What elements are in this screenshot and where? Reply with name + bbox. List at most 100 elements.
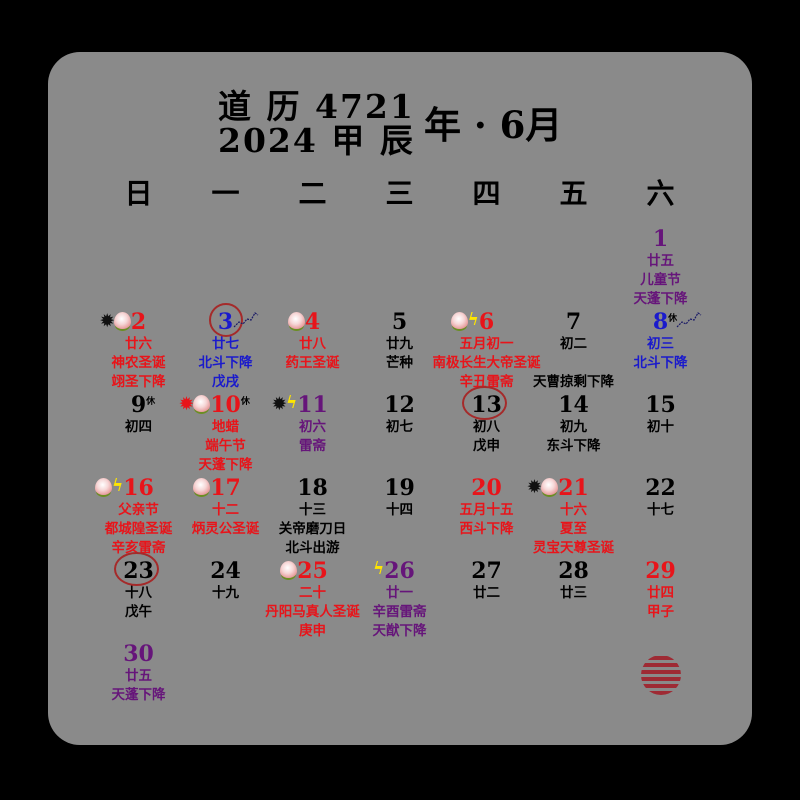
day-number-text: 22 — [645, 475, 676, 501]
day-number-text: 26 — [384, 558, 415, 584]
day-cell-22[interactable]: 22 十七 — [617, 475, 704, 520]
day-number: 14 — [558, 392, 589, 418]
lunar-info-line: 十九 — [212, 585, 239, 601]
day-cell-13[interactable]: 13 初八 戊申 — [443, 386, 530, 456]
day-number: 1 — [653, 226, 668, 252]
day-number-text: 7 — [565, 309, 582, 335]
day-number: 22 — [645, 475, 676, 501]
lunar-info-line: 五月初一 — [459, 336, 514, 352]
day-cell-5[interactable]: 5 廿九 芒种 — [356, 309, 443, 373]
day-icons: ϟ — [373, 561, 384, 578]
day-cell-14[interactable]: 14 初九 东斗下降 — [530, 392, 617, 456]
day-number-text: 30 — [123, 641, 154, 667]
day-cell-26[interactable]: 26 ϟ 廿一 辛酉雷斋 天猷下降 — [356, 558, 443, 641]
day-cell-9[interactable]: 9 休初四 — [95, 392, 182, 437]
lunar-info-line: 天蓬下降 — [198, 457, 253, 473]
lunar-info-line: 北斗下降 — [633, 355, 688, 371]
day-cell-29[interactable]: 29 廿四 甲子 — [617, 558, 704, 622]
day-number: 7 — [566, 309, 581, 335]
rest-day-badge: 休 — [240, 397, 250, 407]
lunar-info-line: 十六 — [560, 502, 587, 518]
day-cell-8[interactable]: 8 休初三 北斗下降 — [617, 309, 704, 373]
lunar-info-line: 庚申 — [299, 623, 326, 639]
peach-icon — [450, 312, 468, 329]
lunar-info-line: 儿童节 — [640, 272, 681, 288]
lunar-info-line: 东斗下降 — [546, 438, 601, 454]
lunar-info-line: 天曹掠剩下降 — [533, 374, 614, 390]
day-number-text: 9 — [130, 392, 147, 418]
day-cell-30[interactable]: 30 廿五 天蓬下降 — [95, 641, 182, 705]
peach-icon — [287, 312, 305, 329]
day-cell-4[interactable]: 4 廿八 药王圣诞 — [269, 309, 356, 373]
day-number-text: 24 — [210, 558, 241, 584]
lunar-info-line: 廿七 — [212, 336, 239, 352]
day-icons — [193, 478, 211, 495]
day-number-text: 28 — [558, 558, 589, 584]
lunar-info-line: 初十 — [647, 419, 674, 435]
lunar-info-line: 都城隍圣诞 — [104, 521, 173, 537]
day-cell-1[interactable]: 1 廿五 儿童节 天蓬下降 — [617, 226, 704, 309]
day-number: 30 — [123, 641, 154, 667]
day-icons — [280, 561, 298, 578]
day-cell-10[interactable]: 10 ✹ 休地蜡 端午节 天蓬下降 — [180, 392, 269, 475]
lunar-info-line: 南极长生大帝圣诞 — [432, 355, 541, 371]
day-cell-15[interactable]: 15 初十 — [617, 392, 704, 437]
weekday-label: 四 — [472, 177, 501, 210]
day-number-text: 19 — [384, 475, 415, 501]
day-number-text: 27 — [471, 558, 502, 584]
lunar-info-line: 丹阳马真人圣诞 — [265, 604, 360, 620]
lunar-info-line: 十七 — [647, 502, 674, 518]
day-cell-11[interactable]: 11 ✹ ϟ 初六 雷斋 — [269, 392, 356, 456]
lunar-info-line: 二十 — [299, 585, 326, 601]
day-number: 16 ϟ — [94, 475, 154, 501]
day-number: 23 — [114, 552, 159, 586]
weekday-label: 六 — [646, 177, 675, 210]
day-cell-6[interactable]: 6 ϟ 五月初一 南极长生大帝圣诞 辛丑雷斋 — [433, 309, 541, 392]
peach-icon — [541, 478, 559, 495]
lunar-info-line: 初三 — [647, 336, 674, 352]
seal-icon — [641, 655, 681, 695]
lunar-info-line: 北斗下降 — [198, 355, 253, 371]
lunar-info-line: 地蜡 — [212, 419, 239, 435]
day-cell-24[interactable]: 24 十九 — [182, 558, 269, 603]
day-number: 11 ✹ ϟ — [273, 392, 328, 418]
day-cell-27[interactable]: 27 廿二 — [443, 558, 530, 603]
day-number-text: 18 — [297, 475, 328, 501]
day-number: 10 ✹ 休 — [180, 392, 250, 418]
lunar-info-line: 翊圣下降 — [111, 374, 166, 390]
circle-mark-icon — [462, 386, 507, 420]
lunar-info-line: 炳灵公圣诞 — [191, 521, 260, 537]
day-cell-23[interactable]: 23 十八 戊午 — [95, 552, 182, 622]
lunar-info-line: 芒种 — [386, 355, 413, 371]
lunar-info-line: 廿五 — [647, 253, 674, 269]
weekday-label: 五 — [559, 177, 588, 210]
circle-mark-icon — [208, 303, 243, 337]
day-cell-16[interactable]: 16 ϟ 父亲节 都城隍圣诞 辛亥雷斋 — [94, 475, 182, 558]
day-icons: ✹ — [528, 478, 559, 495]
day-cell-25[interactable]: 25 二十 丹阳马真人圣诞 庚申 — [265, 558, 360, 641]
day-number: 17 — [193, 475, 241, 501]
day-cell-20[interactable]: 20 五月十五 西斗下降 — [443, 475, 530, 539]
day-cell-17[interactable]: 17 十二 炳灵公圣诞 — [182, 475, 269, 539]
day-cell-2[interactable]: 2 ✹ 廿六 神农圣诞 翊圣下降 — [95, 309, 182, 392]
lightning-icon: ϟ — [285, 393, 298, 413]
day-cell-3[interactable]: 3 廿七 北斗下降 戊戌 — [182, 303, 269, 392]
day-cell-19[interactable]: 19 十四 — [356, 475, 443, 520]
lunar-info-line: 初八 — [473, 419, 500, 435]
day-number-text: 20 — [471, 475, 502, 501]
title-daoist-year: 道 历 4721 — [218, 87, 415, 126]
day-number-text: 12 — [384, 392, 415, 418]
lunar-info-line: 廿四 — [647, 585, 674, 601]
day-cell-18[interactable]: 18 十三 关帝磨刀日 北斗出游 — [269, 475, 356, 558]
day-cell-7[interactable]: 7 初二 天曹掠剩下降 — [530, 309, 617, 392]
lunar-info-line: 十八 — [125, 585, 152, 601]
day-cell-21[interactable]: 21 ✹ 十六 夏至 灵宝天尊圣诞 — [528, 475, 617, 558]
lunar-info-line: 雷斋 — [299, 438, 326, 454]
day-cell-12[interactable]: 12 初七 — [356, 392, 443, 437]
day-number: 15 — [645, 392, 676, 418]
weekday-label: 二 — [298, 177, 327, 210]
day-number: 12 — [384, 392, 415, 418]
day-cell-28[interactable]: 28 廿三 — [530, 558, 617, 603]
day-number-text: 2 — [130, 309, 147, 335]
